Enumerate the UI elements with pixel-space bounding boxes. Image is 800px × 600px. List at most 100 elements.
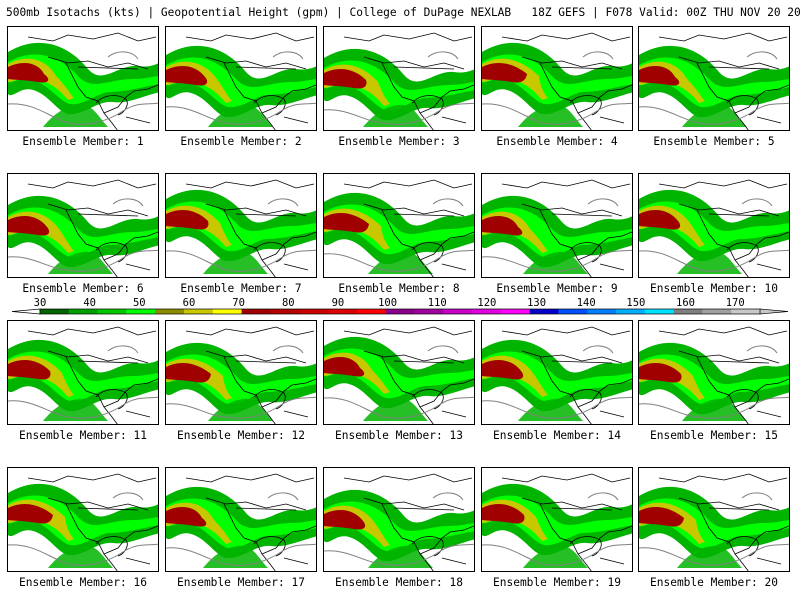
wind-speed-colorbar: 30 40 50 60 70 80 90 100 110 120 130 140 150 160 170 — [11, 297, 789, 315]
map-title: 500mb Isotachs (kts) | Geopotential Heig… — [6, 6, 800, 19]
jet-stream-map — [166, 32, 316, 130]
jet-stream-map — [324, 473, 474, 571]
ensemble-member-label: Ensemble Member: 7 — [180, 282, 302, 295]
ensemble-member-label: Ensemble Member: 17 — [177, 576, 305, 589]
colorbar-swatch — [40, 309, 70, 314]
ensemble-member-label: Ensemble Member: 1 — [22, 135, 144, 148]
colorbar-swatch — [212, 309, 242, 314]
ensemble-member-label: Ensemble Member: 9 — [496, 282, 618, 295]
colorbar-swatch — [126, 309, 156, 314]
ensemble-member-map — [7, 26, 159, 131]
colorbar-tick-label: 90 — [332, 297, 345, 309]
ensemble-member-label: Ensemble Member: 8 — [338, 282, 460, 295]
colorbar-swatch — [472, 309, 502, 314]
colorbar-tick-label: 40 — [83, 297, 96, 309]
ensemble-member-label: Ensemble Member: 20 — [650, 576, 778, 589]
colorbar-swatch — [184, 309, 214, 314]
jet-stream-map — [324, 326, 474, 424]
colorbar-tick-label: 170 — [726, 297, 745, 309]
colorbar-tick-label: 50 — [133, 297, 146, 309]
jet-stream-map — [639, 326, 789, 424]
ensemble-member-map — [481, 320, 633, 425]
ensemble-member-label: Ensemble Member: 14 — [493, 429, 621, 442]
colorbar-right-arrow — [759, 308, 789, 315]
colorbar-swatch — [270, 309, 300, 314]
ensemble-member-label: Ensemble Member: 15 — [650, 429, 778, 442]
ensemble-member-map — [165, 467, 317, 572]
ensemble-member-map — [165, 26, 317, 131]
colorbar-swatch — [414, 309, 444, 314]
ensemble-member-map — [638, 26, 790, 131]
colorbar-tick-label: 30 — [34, 297, 47, 309]
ensemble-member-label: Ensemble Member: 13 — [335, 429, 463, 442]
ensemble-member-label: Ensemble Member: 3 — [338, 135, 460, 148]
jet-stream-map — [482, 473, 632, 571]
ensemble-member-label: Ensemble Member: 19 — [493, 576, 621, 589]
colorbar-swatch — [616, 309, 646, 314]
ensemble-member-label: Ensemble Member: 2 — [180, 135, 302, 148]
colorbar-left-arrow — [11, 308, 41, 315]
colorbar-swatch — [644, 309, 674, 314]
colorbar-swatch — [299, 309, 329, 314]
colorbar-swatch — [702, 309, 732, 314]
ensemble-member-map — [165, 173, 317, 278]
ensemble-member-label: Ensemble Member: 18 — [335, 576, 463, 589]
ensemble-member-map — [481, 467, 633, 572]
ensemble-member-map — [481, 173, 633, 278]
colorbar-tick-label: 120 — [477, 297, 496, 309]
colorbar-tick-label: 70 — [232, 297, 245, 309]
jet-stream-map — [639, 32, 789, 130]
colorbar-swatch — [356, 309, 386, 314]
ensemble-member-map — [323, 467, 475, 572]
ensemble-member-label: Ensemble Member: 11 — [19, 429, 147, 442]
colorbar-swatch — [558, 309, 588, 314]
ensemble-member-label: Ensemble Member: 12 — [177, 429, 305, 442]
ensemble-member-map — [638, 467, 790, 572]
jet-stream-map — [639, 473, 789, 571]
jet-stream-map — [324, 32, 474, 130]
ensemble-member-label: Ensemble Member: 4 — [496, 135, 618, 148]
jet-stream-map — [482, 179, 632, 277]
colorbar-swatch — [241, 309, 271, 314]
ensemble-member-label: Ensemble Member: 6 — [22, 282, 144, 295]
colorbar-swatch — [500, 309, 530, 314]
colorbar-swatch — [443, 309, 473, 314]
colorbar-swatch — [97, 309, 127, 314]
colorbar-tick-label: 140 — [577, 297, 596, 309]
ensemble-member-label: Ensemble Member: 16 — [19, 576, 147, 589]
ensemble-member-map — [481, 26, 633, 131]
ensemble-member-map — [638, 173, 790, 278]
jet-stream-map — [166, 179, 316, 277]
ensemble-member-map — [323, 320, 475, 425]
ensemble-member-map — [7, 173, 159, 278]
jet-stream-map — [482, 32, 632, 130]
colorbar-tick-label: 150 — [626, 297, 645, 309]
ensemble-member-label: Ensemble Member: 10 — [650, 282, 778, 295]
ensemble-member-map — [165, 320, 317, 425]
jet-stream-map — [8, 326, 158, 424]
colorbar-tick-label: 100 — [378, 297, 397, 309]
colorbar-swatch — [328, 309, 358, 314]
colorbar-swatch — [385, 309, 415, 314]
colorbar-tick-label: 160 — [676, 297, 695, 309]
jet-stream-map — [8, 179, 158, 277]
colorbar-tick-label: 110 — [428, 297, 447, 309]
jet-stream-map — [8, 473, 158, 571]
jet-stream-map — [8, 32, 158, 130]
jet-stream-map — [482, 326, 632, 424]
colorbar-tick-label: 60 — [183, 297, 196, 309]
ensemble-member-map — [7, 320, 159, 425]
colorbar-swatch — [587, 309, 617, 314]
colorbar-swatch — [673, 309, 703, 314]
colorbar-swatch — [68, 309, 98, 314]
colorbar-tick-label: 80 — [282, 297, 295, 309]
jet-stream-map — [639, 179, 789, 277]
jet-stream-map — [166, 473, 316, 571]
jet-stream-map — [324, 179, 474, 277]
colorbar-swatch — [529, 309, 559, 314]
colorbar-swatch — [155, 309, 185, 314]
ensemble-member-map — [638, 320, 790, 425]
jet-stream-map — [166, 326, 316, 424]
ensemble-member-map — [7, 467, 159, 572]
ensemble-member-map — [323, 173, 475, 278]
